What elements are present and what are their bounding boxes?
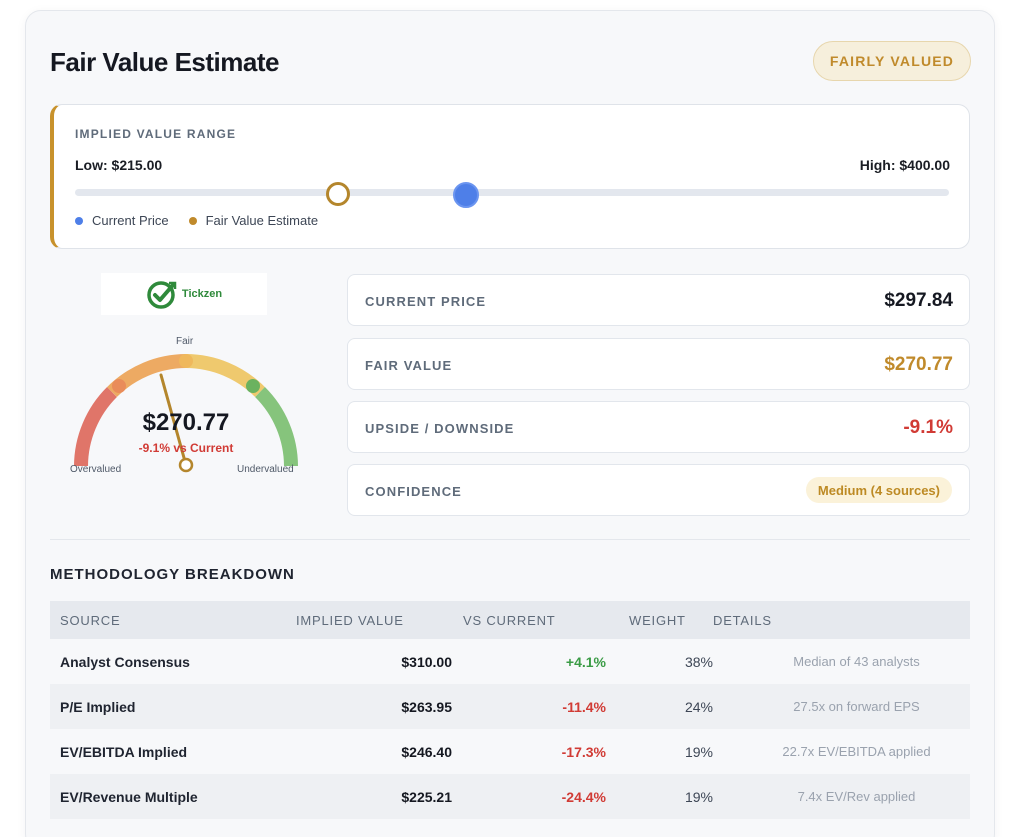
- cell-details: 7.4x EV/Rev applied: [797, 789, 916, 804]
- valuation-status-badge: FAIRLY VALUED: [813, 41, 971, 81]
- metric-label: UPSIDE / DOWNSIDE: [365, 421, 515, 436]
- cell-weight: 19%: [684, 743, 713, 760]
- metric-value: $297.84: [884, 290, 953, 311]
- metric-fair-value: FAIR VALUE $270.77: [347, 338, 970, 390]
- column-header-weight: WEIGHT: [629, 612, 686, 628]
- metric-label: FAIR VALUE: [365, 358, 453, 373]
- fair-value-card: Fair Value Estimate FAIRLY VALUED IMPLIE…: [25, 10, 995, 837]
- column-header-vs-current: VS CURRENT: [463, 612, 556, 628]
- range-legend: Current Price Fair Value Estimate: [75, 213, 318, 228]
- cell-vs-current: +4.1%: [565, 653, 606, 670]
- gauge-value: $270.77: [142, 409, 230, 436]
- logo-text: Tickzen: [181, 288, 223, 300]
- metric-current-price: CURRENT PRICE $297.84: [347, 274, 970, 326]
- cell-vs-current: -11.4%: [562, 698, 606, 715]
- table-row: P/E Implied $263.95 -11.4% 24% 27.5x on …: [50, 684, 970, 729]
- table-row: EV/Revenue Multiple $225.21 -24.4% 19% 7…: [50, 774, 970, 819]
- cell-weight: 24%: [684, 698, 713, 715]
- gauge-overvalued-label: Overvalued: [70, 464, 122, 475]
- fair-value-marker: [326, 182, 351, 206]
- fair-value-gauge: [74, 354, 298, 473]
- cell-vs-current: -24.4%: [561, 788, 606, 805]
- tickzen-logo: Tickzen: [101, 273, 267, 315]
- methodology-table: SOURCE IMPLIED VALUE VS CURRENT WEIGHT D…: [50, 601, 970, 819]
- cell-implied-value: $246.40: [401, 743, 452, 760]
- section-divider: [50, 539, 970, 540]
- current-price-marker: [453, 182, 480, 208]
- metric-label: CONFIDENCE: [365, 484, 462, 499]
- range-low-label: Low: $215.00: [75, 157, 163, 173]
- cell-weight: 38%: [684, 653, 713, 670]
- fair-value-dot-icon: [188, 216, 197, 225]
- cell-vs-current: -17.3%: [561, 743, 606, 760]
- column-header-source: SOURCE: [60, 612, 121, 628]
- legend-current-price: Current Price: [75, 213, 169, 228]
- gauge-fair-label: Fair: [176, 336, 194, 347]
- confidence-badge: Medium (4 sources): [805, 477, 952, 503]
- metric-label: CURRENT PRICE: [365, 294, 487, 309]
- metric-value: -9.1%: [903, 417, 953, 438]
- cell-source: EV/EBITDA Implied: [60, 743, 188, 760]
- cell-implied-value: $263.95: [401, 698, 452, 715]
- legend-fair-label: Fair Value Estimate: [205, 213, 319, 228]
- metric-confidence: CONFIDENCE Medium (4 sources): [347, 464, 970, 516]
- table-row: Analyst Consensus $310.00 +4.1% 38% Medi…: [50, 639, 970, 684]
- page-title: Fair Value Estimate: [50, 47, 279, 77]
- cell-implied-value: $225.21: [401, 788, 452, 805]
- implied-value-range-panel: IMPLIED VALUE RANGE Low: $215.00 High: $…: [50, 104, 970, 249]
- gauge-undervalued-label: Undervalued: [237, 464, 294, 475]
- cell-details: Median of 43 analysts: [793, 654, 920, 669]
- cell-source: EV/Revenue Multiple: [60, 788, 198, 805]
- table-header: SOURCE IMPLIED VALUE VS CURRENT WEIGHT D…: [50, 601, 970, 639]
- cell-details: 22.7x EV/EBITDA applied: [782, 744, 931, 759]
- gauge-needle: [159, 373, 188, 467]
- cell-source: Analyst Consensus: [60, 653, 190, 670]
- metric-upside-downside: UPSIDE / DOWNSIDE -9.1%: [347, 401, 970, 453]
- metric-value: $270.77: [884, 354, 953, 375]
- current-price-dot-icon: [75, 216, 83, 225]
- cell-details: 27.5x on forward EPS: [793, 699, 920, 714]
- column-header-implied-value: IMPLIED VALUE: [296, 612, 404, 628]
- gauge-vs-current: -9.1% vs Current: [138, 441, 234, 455]
- range-label: IMPLIED VALUE RANGE: [75, 127, 237, 141]
- range-high-label: High: $400.00: [859, 157, 950, 173]
- legend-current-label: Current Price: [92, 213, 169, 228]
- legend-fair-value: Fair Value Estimate: [188, 213, 319, 228]
- cell-source: P/E Implied: [60, 698, 136, 715]
- column-header-details: DETAILS: [713, 612, 772, 628]
- checkmark-logo-icon: [147, 281, 177, 309]
- cell-implied-value: $310.00: [401, 653, 452, 670]
- methodology-title: METHODOLOGY BREAKDOWN: [50, 566, 295, 583]
- table-row: EV/EBITDA Implied $246.40 -17.3% 19% 22.…: [50, 729, 970, 774]
- range-track: [75, 189, 949, 196]
- cell-weight: 19%: [684, 788, 713, 805]
